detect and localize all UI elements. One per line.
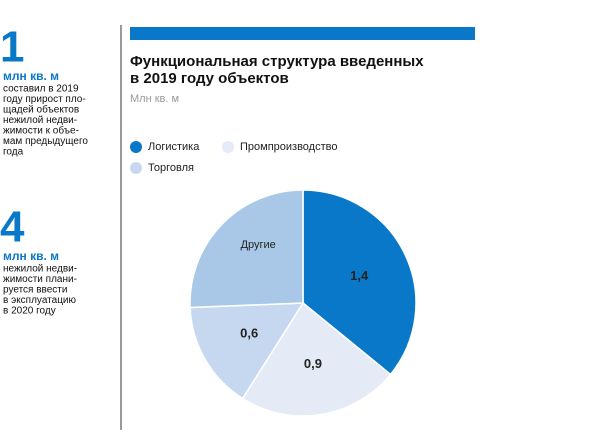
chart-subtitle: Млн кв. м — [130, 93, 179, 105]
sidebar-text: щадей объектов — [3, 104, 79, 116]
sidebar-text: нежилой недви- — [3, 264, 77, 275]
big-number: 4 — [0, 203, 25, 252]
legend-label: Логистика — [148, 141, 200, 153]
pie-slice — [189, 189, 304, 309]
pie-slice — [241, 301, 392, 417]
sidebar-text: мам предыдущего — [3, 136, 88, 147]
legend-swatch — [130, 141, 142, 153]
pie-slice — [302, 189, 417, 376]
legend-label: Торговля — [148, 162, 194, 174]
chart-title: в 2019 году объектов — [130, 70, 289, 87]
header-bar — [130, 27, 475, 40]
sidebar-text: нежилой недви- — [3, 115, 77, 126]
sidebar-text: жимости плани- — [3, 274, 77, 285]
sidebar-text: в 2020 году — [3, 306, 56, 317]
sidebar-text: составил в 2019 — [3, 84, 79, 95]
unit: млн кв. м — [3, 249, 59, 263]
pie-slice — [189, 302, 305, 400]
sidebar-text: в эксплуатацию — [3, 295, 77, 306]
sidebar-text: жимости к объе- — [3, 125, 79, 137]
sidebar-text: года — [3, 147, 24, 158]
slice-label: Другие — [241, 239, 276, 251]
legend-swatch — [222, 141, 234, 153]
legend-swatch — [130, 162, 142, 174]
data-label: 0,6 — [240, 326, 258, 341]
legend-label: Промпроизводство — [240, 141, 337, 153]
chart-title: Функциональная структура введенных — [130, 53, 424, 70]
unit: млн кв. м — [3, 69, 59, 83]
big-number: 1 — [0, 23, 24, 72]
sidebar-text: руется ввести — [3, 285, 67, 296]
sidebar-text: году прирост пло- — [3, 94, 86, 105]
data-label: 0,9 — [304, 356, 322, 371]
data-label: 1,4 — [350, 268, 369, 283]
